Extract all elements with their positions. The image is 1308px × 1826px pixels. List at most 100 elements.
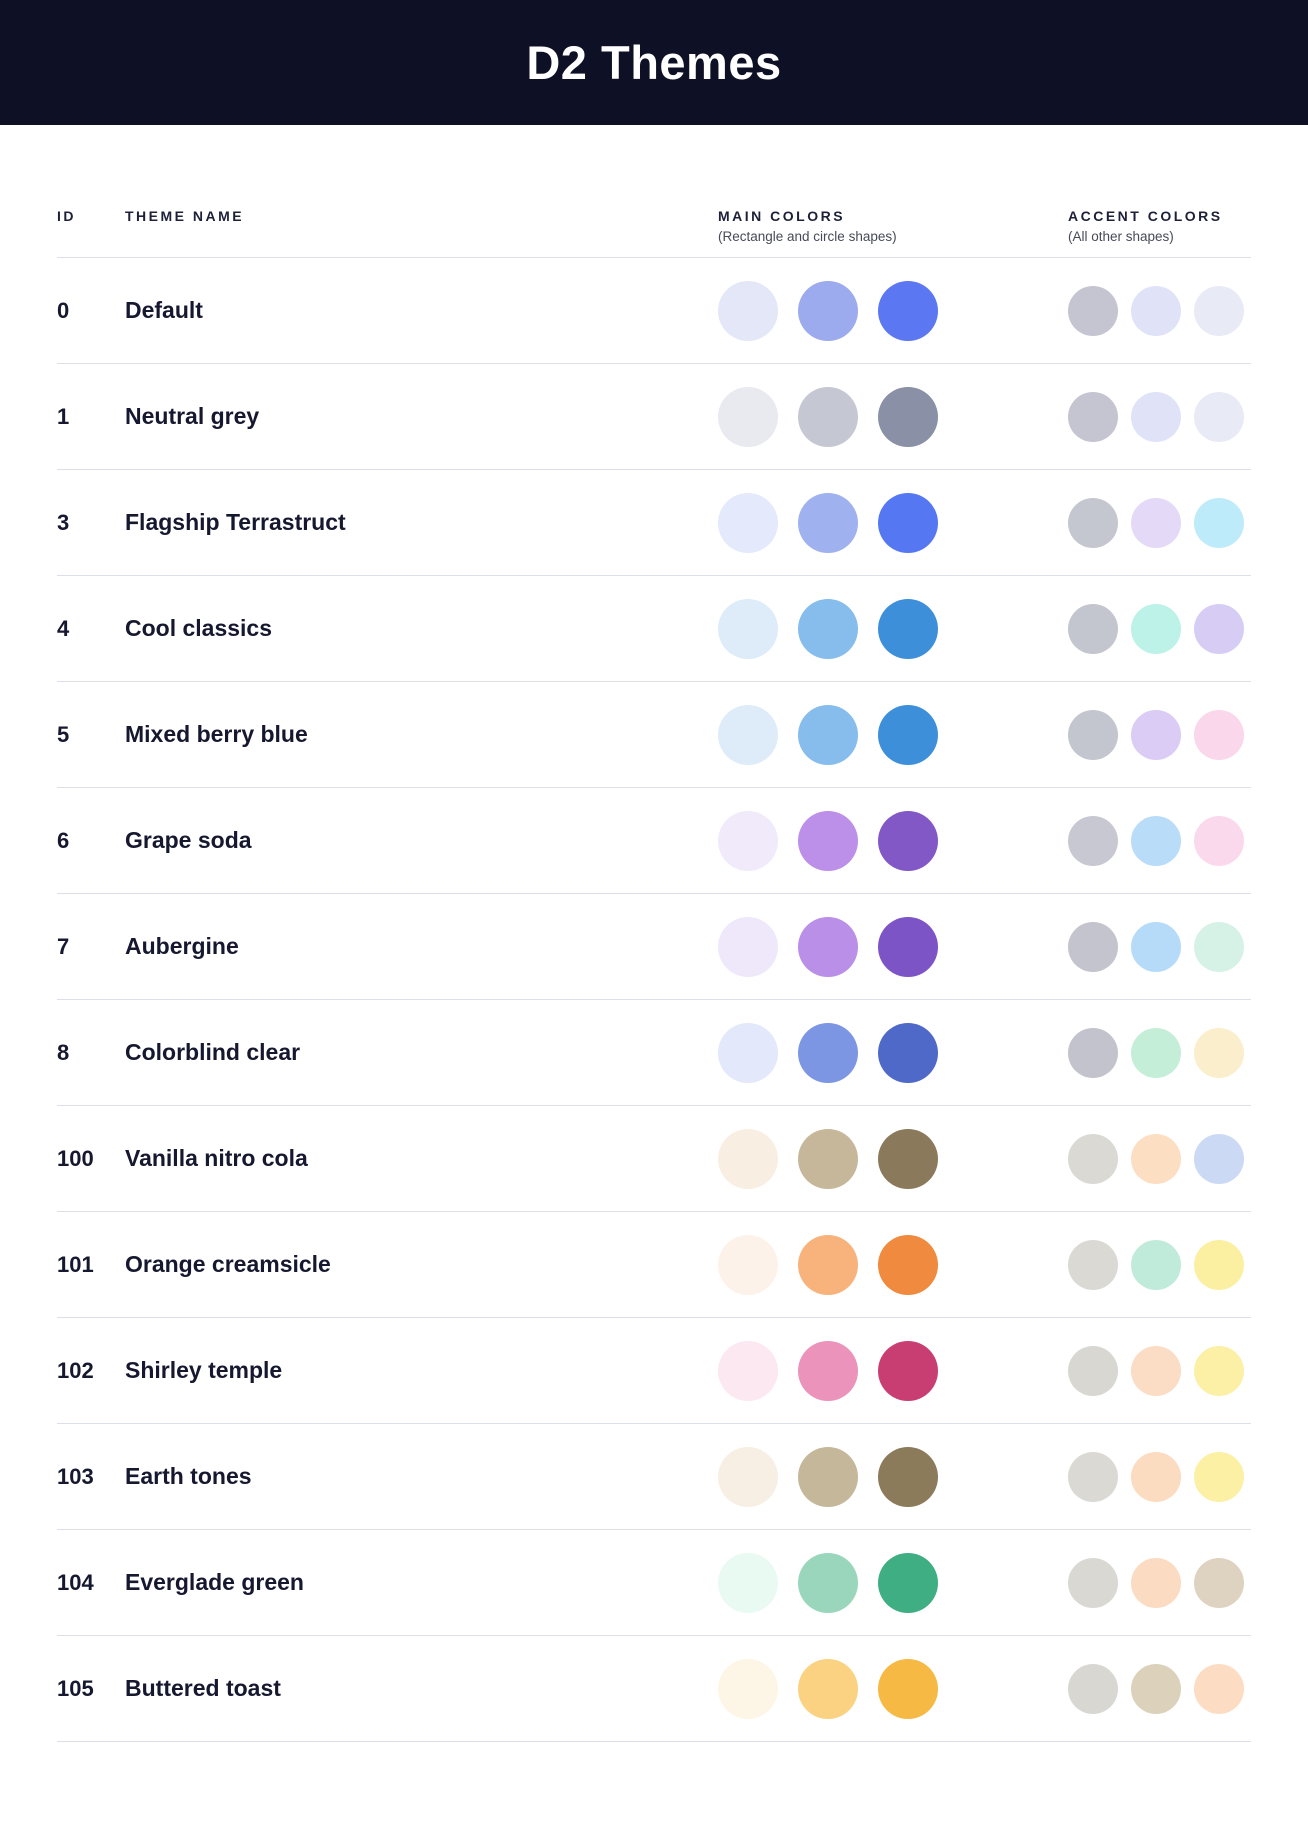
theme-name: Shirley temple <box>125 1357 283 1383</box>
main-color-swatch <box>878 280 938 341</box>
theme-row: 5 Mixed berry blue <box>57 682 1251 788</box>
main-colors-swatches <box>718 598 1068 659</box>
accent-colors-swatches <box>1068 391 1251 442</box>
theme-id: 100 <box>57 1145 94 1171</box>
theme-row: 0 Default <box>57 258 1251 364</box>
accent-color-swatch <box>1131 285 1181 336</box>
theme-name: Earth tones <box>125 1463 252 1489</box>
main-color-swatch <box>878 810 938 871</box>
theme-id: 3 <box>57 509 70 535</box>
main-colors-swatches <box>718 1340 1068 1401</box>
main-color-swatch <box>798 598 858 659</box>
main-colors-swatches <box>718 1128 1068 1189</box>
main-color-swatch <box>878 386 938 447</box>
main-color-swatch <box>798 1552 858 1613</box>
theme-id: 104 <box>57 1569 94 1595</box>
theme-row: 8 Colorblind clear <box>57 1000 1251 1106</box>
accent-colors-swatches <box>1068 285 1251 336</box>
accent-color-swatch <box>1131 1133 1181 1184</box>
column-header-accent-colors: ACCENT COLORS (All other shapes) <box>1068 207 1251 257</box>
main-colors-swatches <box>718 704 1068 765</box>
accent-color-swatch <box>1194 1239 1244 1290</box>
main-color-swatch <box>798 704 858 765</box>
main-color-swatch <box>798 492 858 553</box>
accent-colors-swatches <box>1068 1557 1251 1608</box>
theme-row: 105 Buttered toast <box>57 1636 1251 1742</box>
accent-color-swatch <box>1131 497 1181 548</box>
accent-color-swatch <box>1131 1345 1181 1396</box>
page-header: D2 Themes <box>0 0 1308 125</box>
main-color-swatch <box>718 1234 778 1295</box>
theme-id: 6 <box>57 827 70 853</box>
accent-color-swatch <box>1068 1663 1118 1714</box>
theme-row: 6 Grape soda <box>57 788 1251 894</box>
accent-color-swatch <box>1068 1345 1118 1396</box>
theme-name: Grape soda <box>125 827 252 853</box>
accent-colors-swatches <box>1068 709 1251 760</box>
main-color-swatch <box>878 492 938 553</box>
accent-color-swatch <box>1194 1557 1244 1608</box>
main-colors-swatches <box>718 1658 1068 1719</box>
main-color-swatch <box>798 1128 858 1189</box>
accent-colors-swatches <box>1068 1133 1251 1184</box>
theme-row: 4 Cool classics <box>57 576 1251 682</box>
main-color-swatch <box>798 1340 858 1401</box>
main-color-swatch <box>718 386 778 447</box>
accent-colors-swatches <box>1068 921 1251 972</box>
main-color-swatch <box>878 1128 938 1189</box>
theme-id: 105 <box>57 1675 94 1701</box>
accent-color-swatch <box>1194 1133 1244 1184</box>
main-color-swatch <box>878 1446 938 1507</box>
main-color-swatch <box>718 810 778 871</box>
main-color-swatch <box>718 1446 778 1507</box>
accent-color-swatch <box>1068 1133 1118 1184</box>
accent-color-swatch <box>1194 391 1244 442</box>
theme-id: 102 <box>57 1357 94 1383</box>
accent-color-swatch <box>1068 1239 1118 1290</box>
main-color-swatch <box>878 1658 938 1719</box>
accent-color-swatch <box>1068 1027 1118 1078</box>
themes-table: ID THEME NAME MAIN COLORS (Rectangle and… <box>57 125 1251 1742</box>
accent-color-swatch <box>1068 709 1118 760</box>
main-color-swatch <box>878 704 938 765</box>
main-colors-swatches <box>718 280 1068 341</box>
theme-name: Cool classics <box>125 615 273 641</box>
main-color-swatch <box>798 1446 858 1507</box>
accent-color-swatch <box>1131 921 1181 972</box>
theme-row: 103 Earth tones <box>57 1424 1251 1530</box>
theme-id: 4 <box>57 615 70 641</box>
theme-name: Orange creamsicle <box>125 1251 331 1277</box>
theme-name: Default <box>125 297 203 323</box>
accent-color-swatch <box>1131 815 1181 866</box>
theme-row: 101 Orange creamsicle <box>57 1212 1251 1318</box>
accent-color-swatch <box>1194 1027 1244 1078</box>
main-colors-swatches <box>718 1234 1068 1295</box>
accent-color-swatch <box>1194 285 1244 336</box>
theme-row: 100 Vanilla nitro cola <box>57 1106 1251 1212</box>
accent-color-swatch <box>1131 1663 1181 1714</box>
main-color-swatch <box>798 1658 858 1719</box>
theme-name: Colorblind clear <box>125 1039 301 1065</box>
accent-colors-swatches <box>1068 1345 1251 1396</box>
theme-name: Everglade green <box>125 1569 304 1595</box>
accent-color-swatch <box>1068 1451 1118 1502</box>
accent-color-swatch <box>1194 1663 1244 1714</box>
theme-row: 7 Aubergine <box>57 894 1251 1000</box>
main-color-swatch <box>798 386 858 447</box>
theme-id: 8 <box>57 1039 70 1065</box>
main-color-swatch <box>798 280 858 341</box>
main-color-swatch <box>718 492 778 553</box>
theme-row: 3 Flagship Terrastruct <box>57 470 1251 576</box>
column-header-id: ID <box>57 207 125 257</box>
accent-color-swatch <box>1131 1239 1181 1290</box>
main-color-swatch <box>718 704 778 765</box>
accent-color-swatch <box>1131 1451 1181 1502</box>
theme-name: Buttered toast <box>125 1675 281 1701</box>
accent-color-swatch <box>1068 497 1118 548</box>
theme-name: Neutral grey <box>125 403 260 429</box>
theme-name: Vanilla nitro cola <box>125 1145 308 1171</box>
accent-color-swatch <box>1194 1451 1244 1502</box>
theme-id: 0 <box>57 297 70 323</box>
accent-colors-swatches <box>1068 1451 1251 1502</box>
